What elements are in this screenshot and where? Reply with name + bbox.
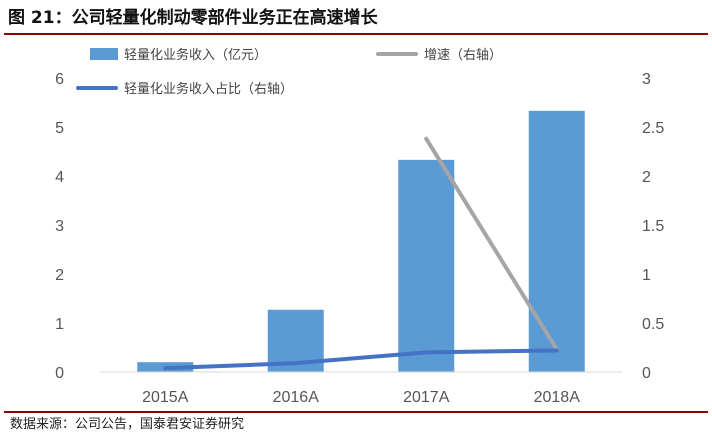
line-group	[163, 136, 559, 371]
x-tick-label: 2017A	[403, 389, 450, 406]
right-tick-label: 2.5	[642, 120, 664, 137]
legend: 轻量化业务收入（亿元） 增速（右轴） 轻量化业务收入占比（右轴）	[76, 47, 502, 97]
left-tick-label: 1	[55, 316, 64, 333]
right-tick-label: 1	[642, 267, 651, 284]
right-tick-label: 1.5	[642, 218, 664, 235]
left-tick-label: 2	[55, 267, 64, 284]
x-tick-label: 2015A	[142, 389, 189, 406]
left-tick-label: 6	[55, 71, 64, 88]
bar-2018A	[528, 110, 585, 372]
left-tick-label: 5	[55, 120, 64, 137]
legend-item-1: 轻量化业务收入（亿元）	[90, 47, 267, 63]
x-tick-label: 2016A	[273, 389, 320, 406]
source-rule	[4, 411, 708, 413]
left-tick-label: 0	[55, 365, 64, 382]
right-tick-label: 0.5	[642, 316, 664, 333]
series-line-1	[424, 136, 559, 352]
legend-label: 轻量化业务收入（亿元）	[124, 47, 267, 63]
bar-2017A	[398, 159, 455, 372]
left-tick-label: 4	[55, 169, 64, 186]
left-axis-ticks: 0 1 2 3 4 5 6	[55, 71, 64, 382]
right-axis-ticks: 0 0.5 1 1.5 2 2.5 3	[642, 71, 664, 382]
legend-label: 轻量化业务收入占比（右轴）	[124, 81, 293, 97]
legend-label: 增速（右轴）	[424, 48, 502, 63]
series-line-2	[163, 348, 559, 371]
bar-group	[137, 110, 585, 372]
legend-item-2: 增速（右轴）	[376, 48, 502, 63]
title-rule	[4, 33, 708, 35]
legend-item-3: 轻量化业务收入占比（右轴）	[76, 81, 293, 97]
x-axis-ticks: 2015A 2016A 2017A 2018A	[142, 389, 580, 406]
x-tick-label: 2018A	[534, 389, 581, 406]
legend-swatch	[90, 48, 118, 60]
source-note: 数据来源：公司公告，国泰君安证券研究	[10, 417, 245, 432]
right-tick-label: 3	[642, 71, 651, 88]
right-tick-label: 0	[642, 365, 651, 382]
left-tick-label: 3	[55, 218, 64, 235]
figure-title: 图 21：公司轻量化制动零部件业务正在高速增长	[8, 8, 378, 28]
right-tick-label: 2	[642, 169, 651, 186]
